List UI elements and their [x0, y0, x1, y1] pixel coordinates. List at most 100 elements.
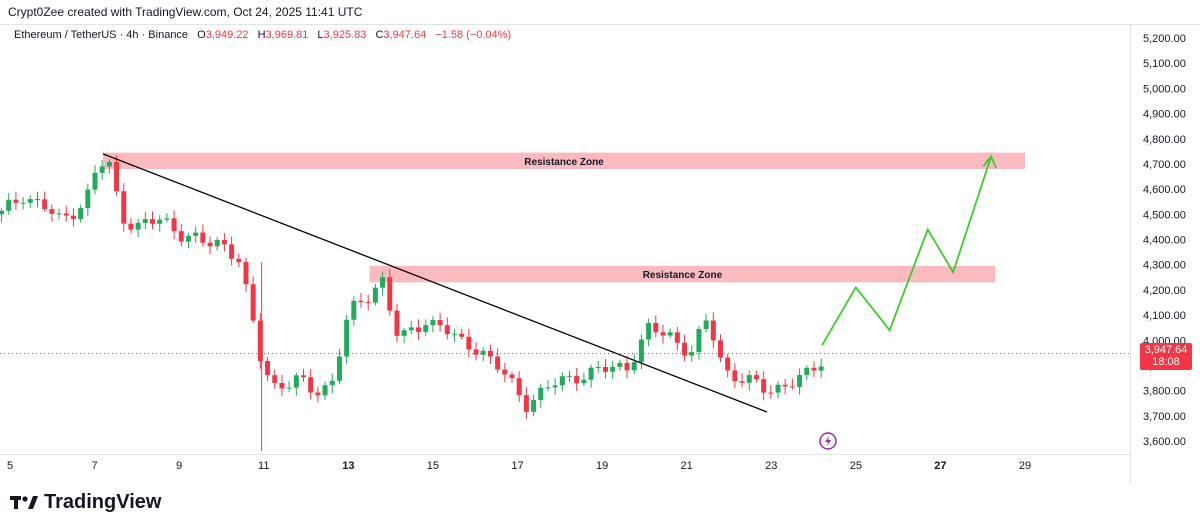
candle-body: [0, 210, 5, 215]
resistance-zone[interactable]: [369, 265, 996, 283]
candle-body: [34, 199, 40, 201]
candle-body: [444, 325, 450, 335]
change-value: −1.58 (−0.04%): [435, 29, 512, 41]
candle-body: [617, 362, 623, 367]
x-tick-label: 5: [7, 460, 13, 472]
candle-body: [430, 320, 436, 326]
y-tick-label: 4,200.00: [1143, 285, 1186, 297]
candle-body: [78, 208, 84, 220]
resistance-zone[interactable]: [103, 152, 1025, 169]
candle-body: [344, 319, 350, 357]
x-tick-label: 27: [934, 460, 946, 472]
candle-body: [13, 199, 19, 203]
candle-body: [797, 375, 803, 387]
candle-body: [466, 336, 472, 350]
candle-body: [114, 161, 120, 192]
x-tick-label: 21: [681, 460, 693, 472]
candle-body: [531, 400, 537, 412]
resistance-zone-label: Resistance Zone: [643, 270, 723, 281]
x-tick-label: 23: [765, 460, 777, 472]
candle-body: [638, 339, 644, 363]
candle-body: [775, 384, 781, 393]
candle-body: [92, 172, 98, 190]
open-label: O: [197, 29, 206, 41]
candle-body: [380, 277, 386, 288]
candle-body: [150, 219, 156, 224]
candle-body: [372, 287, 378, 303]
candle-body: [545, 387, 551, 389]
close-label: C: [375, 29, 384, 41]
x-tick-label: 15: [427, 460, 439, 472]
x-tick-label: 9: [176, 460, 182, 472]
candle-body: [567, 375, 573, 377]
candle-body: [250, 284, 256, 321]
current-price-value: 3,947.64: [1144, 344, 1188, 357]
y-tick-label: 4,400.00: [1143, 235, 1186, 247]
candle-body: [804, 367, 810, 376]
candle-body: [42, 199, 48, 210]
candle-body: [523, 395, 529, 412]
candle-body: [416, 327, 422, 332]
candle-body: [660, 332, 666, 336]
candle-body: [667, 332, 673, 336]
projection-path[interactable]: [821, 156, 993, 346]
candle-body: [315, 392, 321, 396]
tradingview-icon: [10, 496, 38, 509]
candle-body: [495, 356, 501, 370]
candle-body: [502, 369, 508, 375]
candle-body: [682, 342, 688, 356]
candle-body: [732, 370, 738, 382]
low-label: L: [317, 29, 324, 41]
candle-body: [674, 332, 680, 343]
candle-body: [487, 350, 493, 357]
candle-body: [20, 202, 26, 204]
candle-body: [351, 300, 357, 320]
y-tick-label: 4,800.00: [1143, 134, 1186, 146]
candle-body: [229, 244, 235, 259]
candle-body: [653, 322, 659, 333]
y-tick-label: 3,600.00: [1143, 436, 1186, 448]
candle-body: [761, 379, 767, 393]
lightning-icon: [825, 436, 831, 446]
candle-body: [459, 333, 465, 337]
high-label: H: [257, 29, 266, 41]
y-tick-label: 4,600.00: [1143, 184, 1186, 196]
candle-body: [164, 218, 170, 220]
candle-body: [329, 380, 335, 386]
candle-body: [696, 328, 702, 353]
candle-body: [408, 327, 414, 331]
chart-header: Crypt0Zee created with TradingView.com, …: [0, 0, 1200, 25]
candle-body: [56, 213, 62, 215]
candle-body: [135, 222, 141, 230]
candle-body: [552, 385, 558, 388]
candle-body: [85, 189, 91, 209]
candle-body: [70, 215, 76, 220]
candle-body: [200, 232, 206, 243]
price-chart[interactable]: 3,600.003,700.003,800.003,900.004,000.00…: [0, 24, 1200, 484]
candle-body: [746, 375, 752, 383]
candle-body: [394, 310, 400, 336]
candle-body: [121, 191, 127, 224]
candle-body: [243, 261, 249, 285]
chart-title: Crypt0Zee created with TradingView.com, …: [8, 5, 363, 19]
projection-arrowhead: [982, 154, 997, 169]
descending-trendline[interactable]: [102, 153, 768, 413]
candle-body: [725, 357, 731, 371]
candle-body: [401, 330, 407, 336]
candle-body: [106, 161, 112, 167]
candle-body: [782, 384, 788, 387]
candle-body: [574, 375, 580, 384]
x-tick-label: 7: [92, 460, 98, 472]
candle-body: [279, 382, 285, 389]
symbol-label[interactable]: Ethereum / TetherUS · 4h · Binance: [14, 29, 189, 41]
candle-body: [624, 362, 630, 371]
candle-body: [365, 302, 371, 304]
y-tick-label: 5,100.00: [1143, 58, 1186, 70]
candle-body: [308, 377, 314, 393]
candle-body: [171, 218, 177, 232]
candle-body: [63, 213, 69, 216]
candle-body: [789, 386, 795, 388]
candle-body: [595, 367, 601, 369]
x-tick-label: 29: [1019, 460, 1031, 472]
candle-body: [272, 375, 278, 383]
